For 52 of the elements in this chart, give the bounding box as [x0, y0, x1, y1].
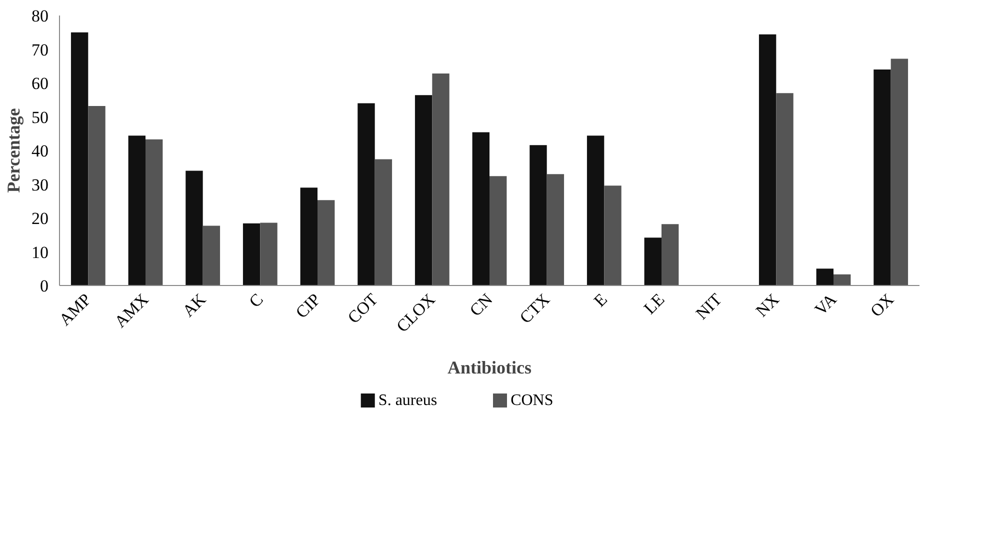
x-tick-label: NX: [752, 290, 783, 321]
x-tick-label: NIT: [692, 289, 726, 324]
y-tick-label: 30: [32, 175, 48, 194]
x-tick-label: LE: [640, 290, 668, 318]
bar: [318, 200, 335, 286]
legend-label: CONS: [510, 392, 554, 409]
bar: [70, 32, 88, 286]
bar: [546, 174, 564, 286]
bar: [490, 176, 507, 286]
y-tick-label: 80: [32, 6, 48, 26]
x-tick-label: CN: [466, 290, 496, 320]
bar: [88, 106, 106, 286]
y-tick-label: 20: [32, 209, 48, 228]
bar: [662, 224, 679, 286]
legend-label: S. aureus: [378, 392, 438, 409]
bar: [758, 34, 776, 286]
bar: [776, 93, 794, 286]
y-axis-title: Percentage: [4, 108, 24, 193]
y-tick-label: 40: [32, 142, 48, 160]
x-tick-label: VA: [810, 289, 841, 320]
y-tick-label: 50: [32, 108, 48, 127]
bar: [128, 136, 146, 286]
bar: [202, 226, 220, 286]
bar: [816, 268, 834, 286]
y-tick-label: 0: [40, 276, 48, 296]
bar: [260, 222, 278, 286]
bar: [530, 145, 547, 286]
x-tick-label: AK: [178, 289, 210, 321]
bar: [186, 170, 203, 286]
bar: [358, 103, 375, 286]
bar: [874, 70, 891, 286]
bar: [242, 223, 260, 286]
bar: [414, 95, 432, 286]
bar: [834, 274, 851, 286]
bar: [586, 136, 604, 286]
x-tick-label: E: [590, 290, 611, 311]
y-tick-label: 60: [32, 74, 48, 93]
bar: [644, 238, 662, 286]
bar: [890, 58, 908, 286]
x-tick-label: CIP: [292, 290, 324, 322]
bar: [472, 132, 490, 286]
x-tick-label: C: [245, 290, 267, 312]
bar: [432, 74, 450, 286]
bar: [300, 188, 318, 286]
bar: [374, 159, 392, 286]
y-tick-label: 70: [32, 40, 48, 60]
x-tick-label: OX: [866, 290, 898, 321]
x-tick-label: CTX: [516, 290, 554, 328]
bar: [146, 139, 163, 286]
bar: [604, 186, 622, 286]
x-axis-title: Antibiotics: [447, 358, 532, 378]
y-tick-label: 10: [32, 242, 48, 262]
